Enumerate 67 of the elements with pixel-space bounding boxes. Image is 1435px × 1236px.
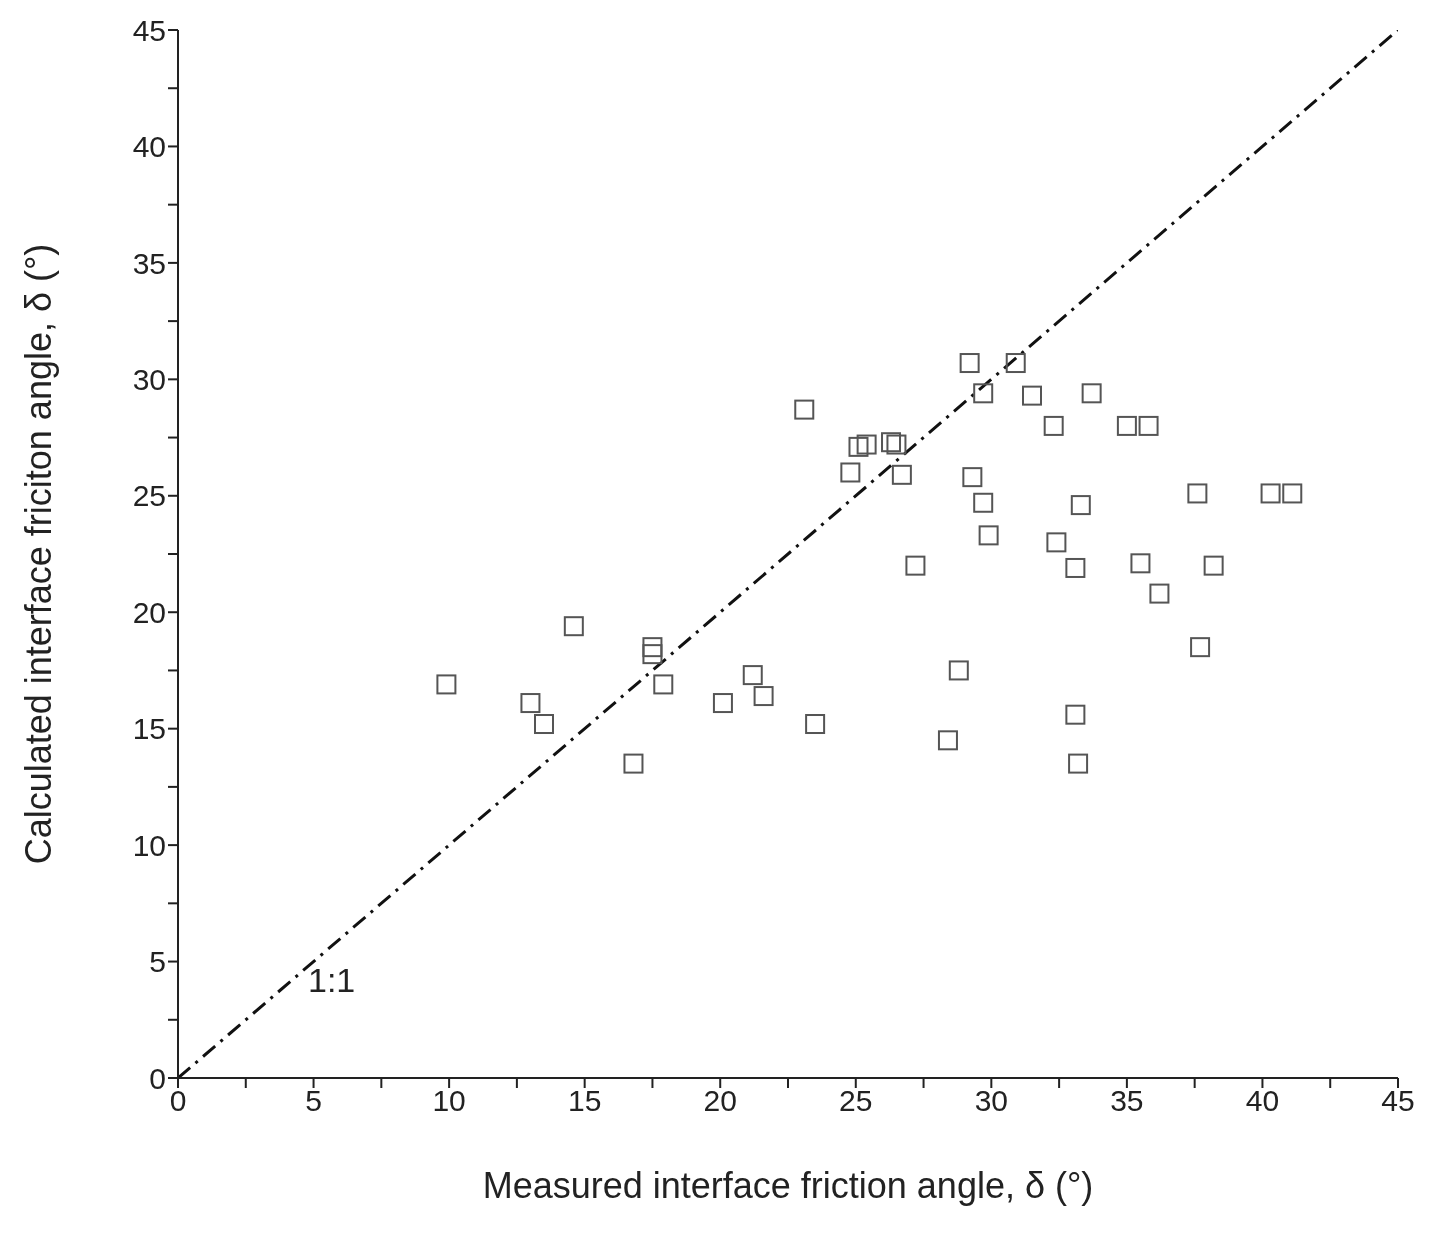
point [1260,483,1281,504]
point [1190,637,1211,658]
point [742,665,763,686]
point [973,383,994,404]
x-tick-label: 5 [305,1084,322,1118]
y-tick-label: 25 [132,479,166,513]
x-axis-title: Measured interface friction angle, δ (°) [482,1165,1094,1206]
x-tick-label: 25 [839,1084,873,1118]
point [794,399,815,420]
point [1070,495,1091,516]
point [642,637,663,658]
y-tick-label: 10 [132,828,166,862]
point [1282,483,1303,504]
point [959,353,980,374]
y-tick-label: 40 [132,130,166,164]
point [881,432,902,453]
x-tick-label: 35 [1110,1084,1144,1118]
point [753,686,774,707]
point [1130,553,1151,574]
point [1149,583,1170,604]
point [1005,353,1026,374]
point [856,434,877,455]
point [1116,415,1137,436]
point [712,693,733,714]
point [520,693,541,714]
point [848,436,869,457]
x-tick-label: 45 [1381,1084,1415,1118]
y-tick-label: 0 [149,1061,166,1095]
point [1043,415,1064,436]
point [1203,555,1224,576]
point [642,644,663,665]
point [891,464,912,485]
point [1187,483,1208,504]
point [962,467,983,488]
x-tick-label: 30 [974,1084,1009,1118]
y-tick-label: 15 [132,712,166,746]
y-tick-label: 5 [149,945,166,979]
point [886,434,907,455]
x-tick-label: 40 [1245,1084,1280,1118]
y-tick-label: 30 [132,362,166,396]
point [973,492,994,513]
point [436,674,457,695]
point [948,660,969,681]
point [1065,704,1086,725]
point [1065,557,1086,578]
point [1138,415,1159,436]
point [978,525,999,546]
point [840,462,861,483]
y-tick-label: 20 [132,595,166,629]
y-axis-title: Calculated interface friciton angle, δ (°) [17,243,59,865]
point [563,616,584,637]
point [623,753,644,774]
y-tick-label: 35 [132,246,166,280]
point [905,555,926,576]
point [1068,753,1089,774]
x-tick-label: 15 [567,1084,602,1118]
point [937,730,958,751]
point [1022,385,1042,406]
y-tick-label: 45 [132,13,166,47]
point [653,674,674,695]
x-tick-label: 20 [703,1084,737,1118]
point [534,714,554,735]
point [1046,532,1067,553]
point [805,714,826,735]
point [1081,383,1102,404]
x-tick-label: 10 [432,1084,466,1118]
annotation: 1:1 [308,961,356,999]
